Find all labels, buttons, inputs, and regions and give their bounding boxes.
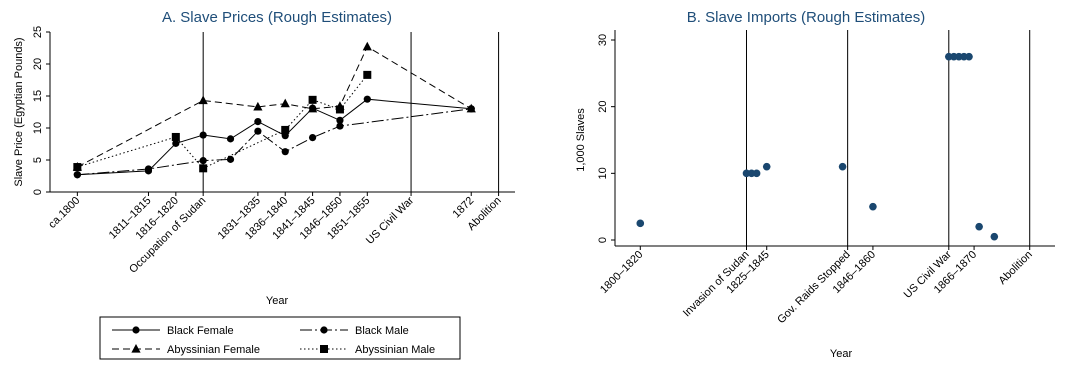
y-tick-label: 0 — [597, 237, 609, 243]
legend-box — [99, 316, 461, 360]
import-point — [636, 219, 645, 228]
x-tick-label: 1800–1820 — [598, 249, 645, 296]
legend-marker-black-female — [132, 326, 140, 334]
legend-label-abyssinian-female: Abyssinian Female — [167, 344, 260, 356]
point-black-male — [144, 165, 153, 173]
point-black-female — [336, 116, 344, 124]
y-tick-label: 25 — [32, 26, 44, 38]
import-point — [965, 52, 973, 61]
point-abyssinian-male — [281, 125, 290, 134]
y-tick-label: 5 — [32, 157, 44, 163]
point-black-female — [254, 118, 262, 126]
point-abyssinian-male — [308, 95, 317, 104]
legend-marker-abyssinian-female — [131, 344, 141, 353]
point-abyssinian-male — [363, 70, 372, 79]
series-line-abyssinian-female — [77, 45, 472, 168]
y-tick-label: 30 — [597, 34, 609, 46]
point-black-female — [363, 95, 371, 103]
chart-panel-a: A. Slave Prices (Rough Estimates) Year S… — [13, 9, 515, 360]
legend-label-black-female: Black Female — [167, 325, 234, 337]
legend-marker-abyssinian-male — [320, 345, 328, 353]
point-black-female — [172, 139, 180, 147]
chart-b-title: B. Slave Imports (Rough Estimates) — [687, 9, 925, 26]
import-point — [752, 169, 761, 178]
x-tick-label: ca.1800 — [46, 195, 82, 231]
y-tick-label: 10 — [597, 167, 609, 179]
point-black-male — [199, 157, 207, 165]
point-black-female — [226, 135, 235, 143]
import-point — [762, 162, 771, 171]
y-tick-label: 15 — [32, 90, 44, 102]
point-abyssinian-female — [280, 98, 290, 108]
point-black-male — [281, 148, 289, 156]
legend-label-abyssinian-male: Abyssinian Male — [355, 344, 435, 356]
point-black-male — [73, 171, 81, 179]
point-abyssinian-female — [198, 95, 208, 105]
series-line-black-male — [77, 108, 472, 176]
point-black-female — [199, 131, 207, 139]
import-point — [975, 222, 983, 231]
chart-panel-b: B. Slave Imports (Rough Estimates) Year … — [575, 9, 1055, 360]
legend-marker-black-male — [320, 326, 328, 334]
x-tick-label: US Civil War — [364, 194, 417, 247]
point-black-male — [254, 127, 262, 135]
chart-b-xlabel: Year — [830, 348, 853, 360]
point-black-male — [226, 155, 235, 163]
point-abyssinian-female — [362, 41, 372, 51]
y-tick-label: 20 — [597, 101, 609, 113]
y-tick-label: 20 — [32, 58, 44, 70]
point-abyssinian-male — [171, 132, 180, 141]
plot-region-a — [50, 32, 515, 192]
import-point — [990, 232, 999, 241]
point-abyssinian-male — [73, 163, 82, 172]
chart-a-title: A. Slave Prices (Rough Estimates) — [162, 9, 392, 26]
point-abyssinian-female — [466, 103, 476, 113]
point-abyssinian-male — [199, 164, 208, 173]
point-abyssinian-female — [253, 101, 263, 111]
chart-a-ylabel: Slave Price (Egyptian Pounds) — [13, 37, 25, 186]
y-tick-label: 0 — [32, 189, 44, 195]
point-abyssinian-female — [307, 103, 318, 113]
point-abyssinian-male — [335, 105, 344, 114]
point-black-male — [308, 134, 317, 142]
legend-label-black-male: Black Male — [355, 325, 409, 337]
y-tick-label: 10 — [32, 122, 44, 134]
import-point — [838, 162, 847, 171]
x-tick-label: Abolition — [997, 249, 1035, 287]
point-black-male — [336, 122, 344, 130]
import-point — [869, 202, 877, 211]
chart-b-ylabel: 1,000 Slaves — [575, 108, 587, 172]
chart-a-xlabel: Year — [266, 295, 289, 307]
